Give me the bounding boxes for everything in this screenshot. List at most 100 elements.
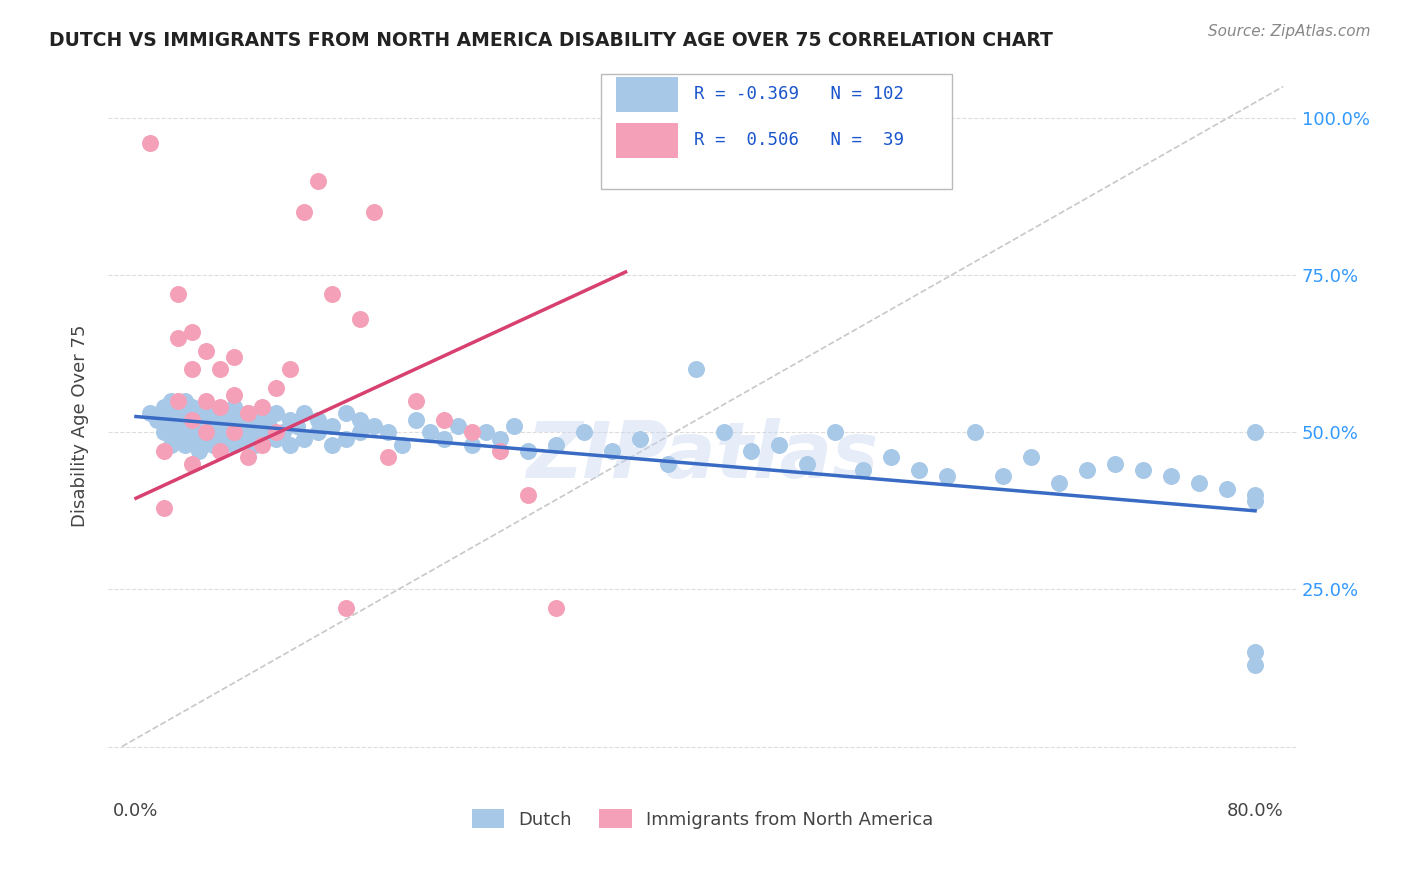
Point [460, 425, 482, 440]
Point [187, 406, 209, 420]
Point [222, 419, 245, 434]
Point [908, 463, 931, 477]
Point [181, 432, 204, 446]
Text: DUTCH VS IMMIGRANTS FROM NORTH AMERICA DISABILITY AGE OVER 75 CORRELATION CHART: DUTCH VS IMMIGRANTS FROM NORTH AMERICA D… [49, 31, 1053, 50]
FancyBboxPatch shape [602, 74, 952, 188]
Point [1047, 475, 1070, 490]
Point [307, 412, 329, 426]
Point [335, 432, 357, 446]
Point [685, 362, 707, 376]
Text: R =  0.506   N =  39: R = 0.506 N = 39 [695, 131, 904, 150]
Point [222, 438, 245, 452]
Point [139, 406, 162, 420]
Point [146, 412, 169, 426]
Point [292, 406, 315, 420]
Point [201, 438, 224, 452]
Point [1188, 475, 1211, 490]
Point [181, 419, 204, 434]
Point [160, 438, 183, 452]
Point [174, 438, 197, 452]
Point [153, 425, 176, 440]
Point [363, 419, 385, 434]
Point [1160, 469, 1182, 483]
Point [433, 412, 456, 426]
Point [201, 419, 224, 434]
Point [880, 450, 903, 465]
Point [236, 406, 259, 420]
Point [1019, 450, 1042, 465]
Point [194, 343, 217, 358]
Point [194, 432, 217, 446]
Point [208, 425, 231, 440]
Point [321, 438, 343, 452]
Point [1244, 488, 1267, 502]
Point [768, 438, 790, 452]
Point [307, 425, 329, 440]
Point [243, 438, 266, 452]
Point [194, 425, 217, 440]
Point [278, 412, 301, 426]
Point [153, 500, 176, 515]
Point [488, 432, 510, 446]
Point [229, 425, 252, 440]
Point [349, 412, 371, 426]
Point [167, 412, 190, 426]
Point [516, 488, 538, 502]
Point [194, 393, 217, 408]
Point [236, 432, 259, 446]
Point [1244, 657, 1267, 672]
Point [285, 419, 308, 434]
Point [271, 425, 294, 440]
Point [181, 412, 204, 426]
Point [1244, 645, 1267, 659]
Point [181, 325, 204, 339]
Point [236, 406, 259, 420]
Point [628, 432, 651, 446]
Point [160, 393, 183, 408]
Point [208, 362, 231, 376]
Point [321, 287, 343, 301]
Point [167, 287, 190, 301]
Point [740, 444, 762, 458]
Text: R = -0.369   N = 102: R = -0.369 N = 102 [695, 86, 904, 103]
Point [229, 412, 252, 426]
Point [349, 425, 371, 440]
Point [1216, 482, 1239, 496]
Point [257, 419, 280, 434]
Point [1104, 457, 1126, 471]
Point [993, 469, 1015, 483]
Point [433, 432, 456, 446]
Text: ZIPatlas: ZIPatlas [526, 417, 879, 493]
Point [215, 412, 238, 426]
Point [167, 432, 190, 446]
Point [174, 406, 197, 420]
Text: Source: ZipAtlas.com: Source: ZipAtlas.com [1208, 24, 1371, 39]
Point [349, 312, 371, 326]
Point [264, 432, 287, 446]
Point [250, 412, 273, 426]
Point [391, 438, 413, 452]
Point [419, 425, 441, 440]
Point [572, 425, 595, 440]
Point [167, 331, 190, 345]
Point [160, 412, 183, 426]
Point [713, 425, 735, 440]
Point [488, 444, 510, 458]
Point [447, 419, 470, 434]
Point [852, 463, 875, 477]
Point [474, 425, 496, 440]
Point [167, 393, 190, 408]
Point [194, 412, 217, 426]
Point [502, 419, 524, 434]
Point [181, 400, 204, 414]
Point [824, 425, 846, 440]
Point [208, 400, 231, 414]
Point [544, 438, 567, 452]
Point [222, 350, 245, 364]
Point [278, 438, 301, 452]
Point [516, 444, 538, 458]
Point [460, 438, 482, 452]
Point [264, 381, 287, 395]
Y-axis label: Disability Age Over 75: Disability Age Over 75 [72, 325, 89, 527]
Point [181, 457, 204, 471]
